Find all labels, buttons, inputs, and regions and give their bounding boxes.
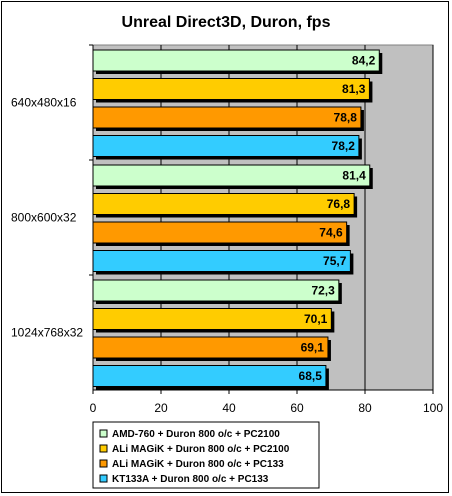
x-tick-label: 40 (222, 401, 236, 415)
bar-value-label: 78,8 (334, 111, 358, 125)
bar-value-label: 72,3 (311, 284, 335, 298)
legend-box (92, 421, 320, 489)
bar-value-label: 78,2 (332, 139, 356, 153)
legend-label: AMD-760 + Duron 800 o/c + PC2100 (112, 429, 280, 440)
bar-2-3 (92, 365, 327, 387)
legend: AMD-760 + Duron 800 o/c + PC2100 ALi MAGi… (92, 421, 320, 489)
bar-0-2 (92, 106, 362, 129)
legend-label: ALi MAGiK + Duron 800 o/c + PC133 (112, 459, 284, 470)
bar-1-2 (92, 221, 348, 244)
bar-0-1 (92, 78, 370, 100)
axes: 640x480x16 800x600x32 1024x768x32 0 20 40 60 80… (11, 44, 443, 415)
bar-value-label: 81,3 (342, 82, 366, 96)
bar-value-label: 81,4 (342, 169, 366, 183)
bar-0-3 (92, 135, 360, 157)
bar-value-label: 74,6 (319, 226, 343, 240)
bar-value-label: 75,7 (323, 254, 347, 268)
x-tick-label: 0 (90, 401, 97, 415)
bar-2-2 (92, 336, 329, 359)
legend-label: KT133A + Duron 800 o/c + PC133 (112, 474, 269, 485)
x-tick-label: 20 (154, 401, 168, 415)
x-tick-label: 100 (423, 401, 443, 415)
category-label: 640x480x16 (11, 96, 77, 110)
legend-swatch (99, 459, 108, 468)
category-label: 800x600x32 (11, 211, 77, 225)
bar-1-3 (92, 250, 351, 272)
bar-value-label: 76,8 (327, 197, 351, 211)
legend-label: ALi MAGiK + Duron 800 o/c + PC2100 (112, 444, 290, 455)
bars: 84,2 81,3 78,8 78,2 81,4 76,8 74,6 75,7 72,3 70,1… (92, 49, 383, 390)
legend-swatch (99, 474, 108, 483)
x-tick-label: 80 (358, 401, 372, 415)
bar-0-0 (92, 49, 380, 72)
bar-value-label: 68,5 (299, 369, 323, 383)
legend-swatch (99, 444, 108, 453)
bar-2-0 (92, 279, 340, 302)
bar-value-label: 70,1 (304, 312, 328, 326)
chart-title: Unreal Direct3D, Duron, fps (122, 14, 331, 31)
bar-value-label: 84,2 (352, 54, 376, 68)
legend-swatch (99, 429, 108, 438)
category-label: 1024x768x32 (11, 326, 83, 340)
bar-2-1 (92, 308, 332, 330)
bar-value-label: 69,1 (301, 341, 325, 355)
bar-1-0 (92, 164, 371, 187)
bar-1-1 (92, 193, 355, 215)
x-tick-label: 60 (290, 401, 304, 415)
